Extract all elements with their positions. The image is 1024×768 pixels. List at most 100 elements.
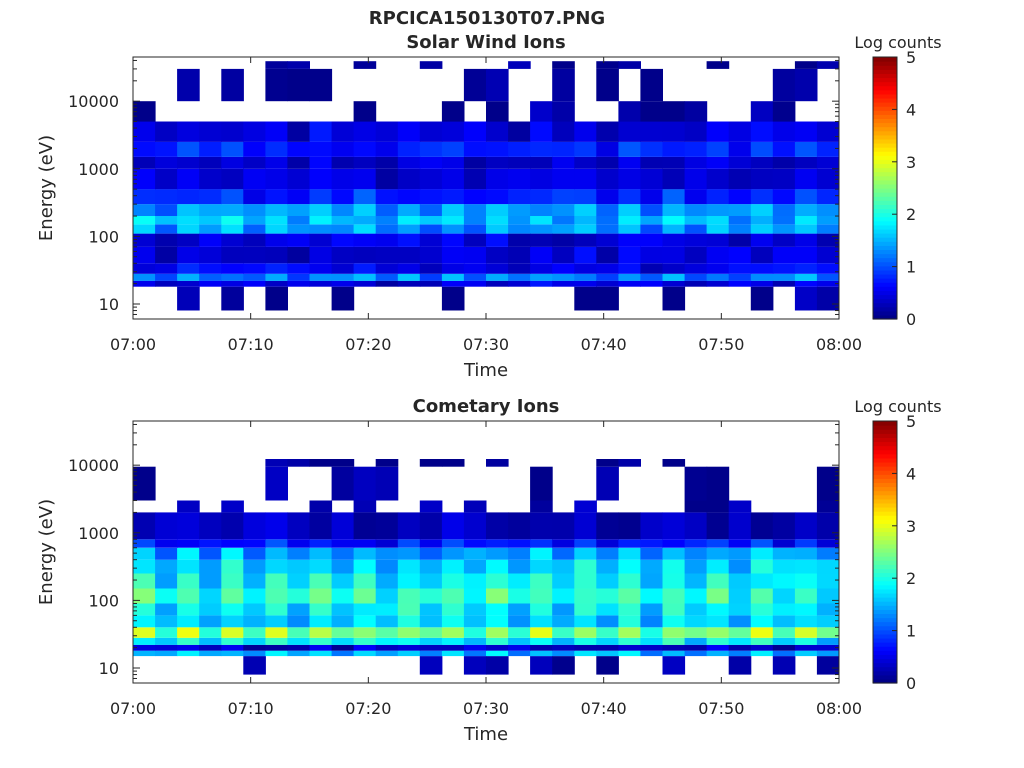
heat-cell (155, 559, 178, 574)
heat-cell (706, 588, 730, 604)
heat-cell (574, 573, 597, 589)
heat-cell (794, 263, 818, 274)
heat-cell (750, 273, 774, 281)
heat-cell (816, 656, 840, 675)
heat-cell (772, 246, 796, 264)
heat-cell (486, 615, 509, 628)
heat-cell (684, 216, 708, 225)
heat-cell (375, 466, 399, 501)
heat-cell (287, 644, 310, 651)
heat-cell (133, 204, 156, 216)
heat-cell (353, 588, 377, 604)
heat-cell (177, 280, 200, 287)
heat-cell (397, 559, 421, 574)
heat-cell (750, 101, 774, 122)
colorbar-segment (873, 241, 897, 246)
heat-cell (463, 603, 487, 616)
heat-cell (552, 263, 575, 274)
heat-cell (640, 627, 663, 638)
heat-cell (353, 500, 377, 513)
colorbar-segment (873, 269, 897, 275)
heat-cell (331, 539, 355, 548)
heat-cell (463, 280, 487, 287)
heat-cell (662, 615, 686, 628)
heat-cell (155, 156, 178, 169)
heat-cell (441, 459, 465, 467)
heat-cell (353, 246, 377, 264)
heat-cell (265, 547, 288, 560)
heat-cell (706, 189, 730, 205)
heat-cell (221, 644, 244, 651)
colorbar-segment (873, 584, 897, 590)
heat-cell (618, 627, 641, 638)
heat-cell (177, 615, 200, 628)
heat-cell (794, 559, 818, 574)
heat-cell (287, 61, 310, 69)
heat-cell (772, 233, 796, 247)
colorbar-segment (873, 126, 897, 132)
heat-cell (772, 539, 796, 548)
heat-cell (596, 61, 619, 69)
heat-cell (265, 573, 288, 589)
heat-cell (375, 168, 399, 190)
heat-cell (441, 512, 465, 540)
colorbar-segment (873, 89, 897, 95)
heat-cell (530, 559, 553, 574)
heat-cell (618, 224, 641, 234)
heat-cell (530, 141, 553, 157)
heat-cell (331, 204, 355, 216)
heat-cell (552, 280, 575, 287)
heat-cell (309, 573, 333, 589)
heat-cell (331, 637, 355, 645)
heat-cell (353, 280, 377, 287)
heat-cell (309, 637, 333, 645)
heat-cell (441, 204, 465, 216)
heat-cell (155, 547, 178, 560)
heat-cell (353, 559, 377, 574)
heat-cell (684, 573, 708, 589)
x-tick-label: 07:30 (463, 699, 509, 718)
heat-cell (508, 650, 531, 657)
heat-cell (508, 644, 531, 651)
heat-cell (155, 644, 178, 651)
heat-cell (662, 280, 686, 287)
heat-cell (706, 121, 730, 142)
heat-cell (794, 539, 818, 548)
heat-cell (177, 121, 200, 142)
heat-cell (728, 263, 752, 274)
colorbar-segment (873, 81, 897, 87)
heat-cell (596, 216, 619, 225)
y-tick-label: 1000 (78, 524, 119, 543)
heat-cell (133, 233, 156, 247)
heat-cell (287, 559, 310, 574)
heat-cell (419, 121, 443, 142)
heat-cell (419, 615, 443, 628)
heat-cell (816, 224, 840, 234)
heat-cell (375, 559, 399, 574)
heat-cell (375, 650, 399, 657)
heat-cell (794, 61, 818, 69)
heat-cell (441, 644, 465, 651)
heat-cell (508, 156, 531, 169)
heat-cell (530, 156, 553, 169)
heat-cell (684, 189, 708, 205)
heat-cell (684, 168, 708, 190)
heat-cell (309, 273, 333, 281)
heat-cell (441, 273, 465, 281)
heat-cell (596, 615, 619, 628)
heat-cell (133, 588, 156, 604)
heat-cell (331, 224, 355, 234)
heat-cell (133, 246, 156, 264)
heat-cell (552, 189, 575, 205)
heat-cell (508, 539, 531, 548)
colorbar-tick-label: 5 (906, 412, 916, 431)
heat-cell (596, 189, 619, 205)
heat-cell (794, 189, 818, 205)
heat-cell (706, 573, 730, 589)
colorbar-segment (873, 97, 897, 103)
heat-cell (772, 656, 796, 675)
heat-cell (419, 204, 443, 216)
colorbar-segment (873, 470, 897, 475)
heat-cell (463, 263, 487, 274)
